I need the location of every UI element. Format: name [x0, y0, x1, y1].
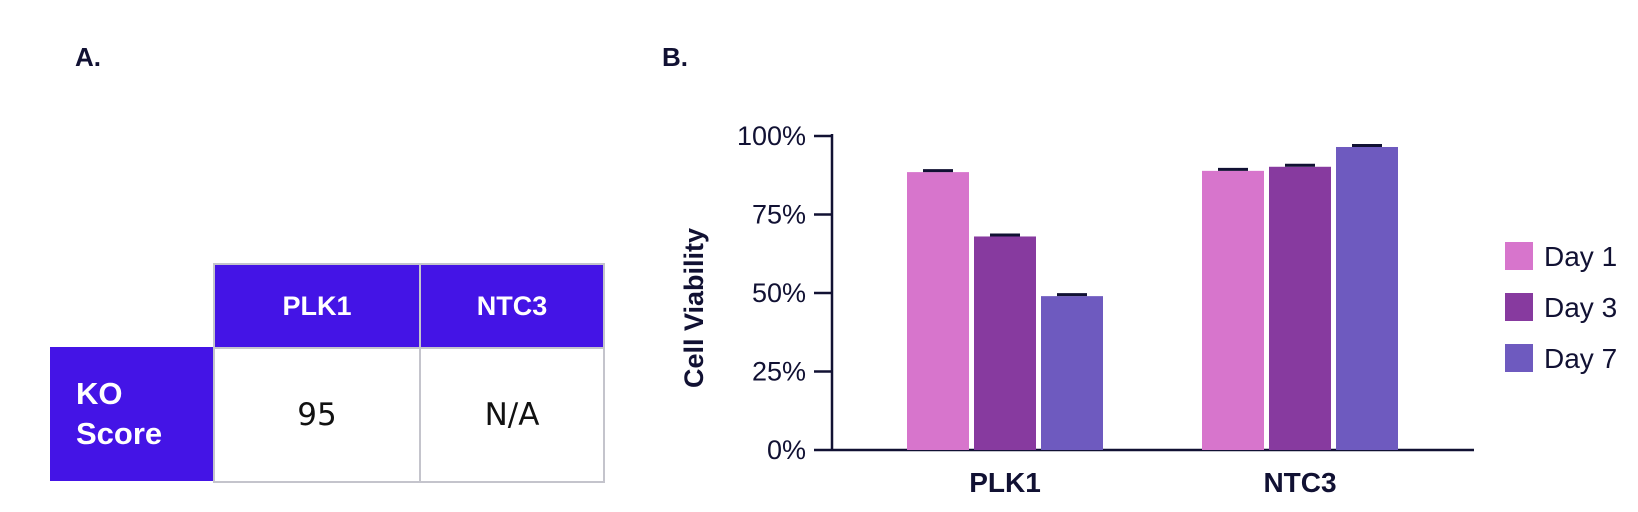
bar [907, 172, 969, 451]
table-row-label-ko-score: KO Score [50, 347, 215, 481]
y-tick-label: 25% [752, 357, 806, 387]
legend-label: Day 3 [1544, 292, 1617, 323]
legend-swatch [1505, 293, 1533, 321]
panel-b-label: B. [662, 42, 688, 72]
y-tick-label: 75% [752, 200, 806, 230]
legend-swatch [1505, 344, 1533, 372]
legend-label: Day 1 [1544, 241, 1617, 272]
bar [1336, 146, 1398, 451]
bar [1041, 296, 1103, 450]
table-cell-plk1-ko-score: 95 [213, 347, 421, 483]
x-category-label: NTC3 [1263, 467, 1336, 498]
table-header-ntc3: NTC3 [419, 263, 605, 349]
bar [1202, 170, 1264, 450]
y-tick-label: 50% [752, 278, 806, 308]
panel-a-label: A. [75, 42, 101, 72]
table-cell-ntc3-ko-score: N/A [419, 347, 605, 483]
y-tick-label: 0% [767, 435, 806, 465]
ko-score-table: PLK1 NTC3 KO Score 95 N/A [50, 263, 605, 483]
y-axis-title: Cell Viability [679, 228, 709, 388]
bar [1269, 166, 1331, 450]
legend-swatch [1505, 242, 1533, 270]
x-category-label: PLK1 [969, 467, 1041, 498]
y-tick-label: 100% [737, 121, 806, 151]
legend-label: Day 7 [1544, 343, 1617, 374]
bar [974, 236, 1036, 450]
table-header-plk1: PLK1 [213, 263, 421, 349]
